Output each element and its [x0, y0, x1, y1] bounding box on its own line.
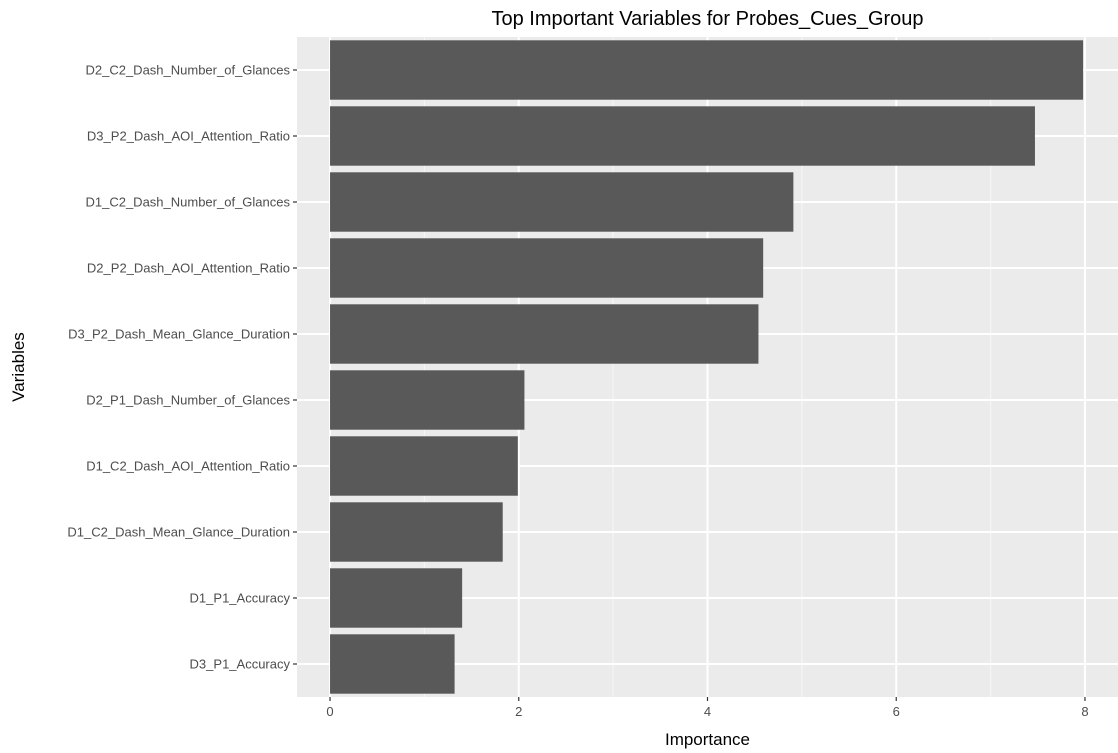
- y-tick-label: D1_C2_Dash_Number_of_Glances: [85, 195, 290, 210]
- bar: [330, 634, 455, 694]
- bars: [330, 40, 1084, 694]
- x-tick-label: 8: [1081, 704, 1088, 719]
- bar: [330, 40, 1084, 100]
- bar: [330, 436, 518, 496]
- bar: [330, 304, 759, 364]
- y-tick-label: D1_P1_Accuracy: [190, 591, 291, 606]
- x-tick-label: 6: [893, 704, 900, 719]
- y-tick-label: D2_P1_Dash_Number_of_Glances: [86, 393, 290, 408]
- bar: [330, 502, 503, 562]
- x-axis: 0 2 4 6 8: [326, 697, 1089, 719]
- y-tick-label: D3_P2_Dash_Mean_Glance_Duration: [68, 327, 290, 342]
- chart-title: Top Important Variables for Probes_Cues_…: [491, 8, 923, 30]
- y-tick-label: D3_P1_Accuracy: [190, 657, 291, 672]
- bar: [330, 106, 1035, 166]
- x-tick-label: 0: [326, 704, 333, 719]
- y-tick-label: D1_C2_Dash_AOI_Attention_Ratio: [86, 459, 290, 474]
- y-tick-label: D1_C2_Dash_Mean_Glance_Duration: [67, 525, 290, 540]
- y-tick-label: D2_P2_Dash_AOI_Attention_Ratio: [87, 261, 290, 276]
- bar: [330, 568, 463, 628]
- x-tick-label: 2: [515, 704, 522, 719]
- y-axis: D2_C2_Dash_Number_of_Glances D3_P2_Dash_A…: [67, 63, 297, 672]
- x-axis-title: Importance: [665, 730, 750, 749]
- y-tick-label: D3_P2_Dash_AOI_Attention_Ratio: [87, 129, 290, 144]
- bar: [330, 238, 764, 298]
- bar: [330, 172, 794, 232]
- y-axis-title: Variables: [9, 332, 28, 402]
- bar: [330, 370, 525, 430]
- y-tick-label: D2_C2_Dash_Number_of_Glances: [85, 63, 290, 78]
- x-tick-label: 4: [704, 704, 711, 719]
